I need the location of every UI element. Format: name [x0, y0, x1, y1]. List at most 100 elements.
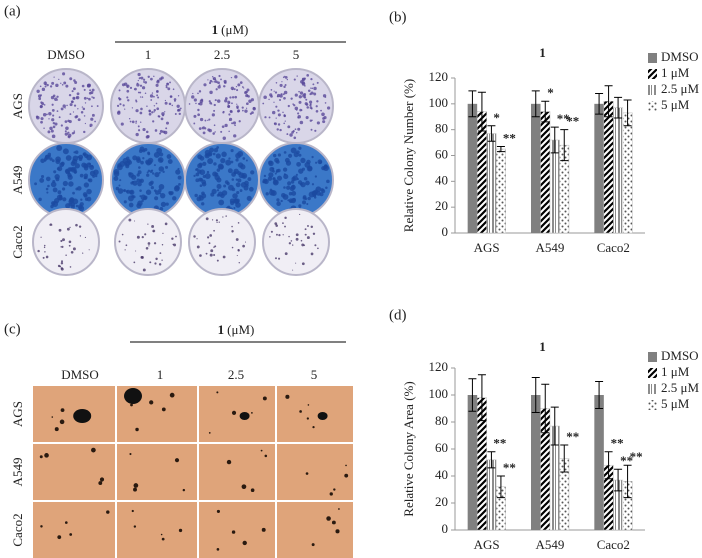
legend-swatch: [648, 368, 657, 378]
dish-image: [32, 208, 100, 276]
error-bar: [477, 374, 486, 422]
legend-label: 2.5 μM: [661, 81, 699, 96]
row-label: AGS: [10, 401, 25, 427]
y-tick-label: 80: [435, 121, 448, 136]
bar: [594, 395, 604, 530]
bar: [467, 103, 478, 233]
y-tick-label: 120: [429, 359, 449, 374]
bar: [613, 107, 624, 234]
legend-label: 2.5 μM: [661, 380, 699, 395]
error-bar: [487, 451, 496, 469]
well-image: [117, 502, 197, 558]
y-tick-label: 40: [435, 172, 448, 187]
dish-image: [114, 208, 182, 276]
well-image: [117, 444, 197, 500]
error-bar: [614, 468, 623, 492]
significance-label: *: [547, 85, 554, 100]
column-label: 1: [157, 367, 164, 382]
x-tick-label: Caco2: [597, 240, 630, 255]
dose-header: 1 (μM): [212, 22, 249, 37]
legend-swatch: [648, 53, 657, 63]
x-tick-label: A549: [536, 537, 565, 552]
error-bar: [541, 383, 550, 434]
error-bar: [595, 381, 604, 409]
error-bar: [550, 126, 559, 154]
significance-label: **: [493, 436, 506, 451]
y-tick-label: 120: [429, 69, 449, 84]
error-bar: [560, 444, 569, 473]
bar: [531, 395, 541, 530]
error-bar: [541, 100, 550, 123]
legend-label: 1 μM: [661, 65, 690, 80]
row-label: AGS: [10, 93, 25, 119]
panel-label: (a): [4, 3, 21, 19]
well-image: [277, 386, 353, 442]
bar: [495, 148, 506, 234]
legend-swatch: [648, 400, 657, 410]
bar: [531, 103, 541, 233]
y-tick-label: 100: [429, 95, 449, 110]
bar: [467, 395, 478, 530]
legend-swatch: [648, 384, 657, 394]
well-image: [277, 444, 353, 500]
error-bar: [477, 91, 486, 132]
significance-label: **: [566, 429, 579, 444]
row-label: Caco2: [10, 513, 25, 546]
significance-label: *: [493, 110, 500, 125]
bar: [486, 133, 497, 234]
significance-label: **: [566, 114, 579, 129]
x-tick-label: AGS: [474, 537, 500, 552]
bar: [549, 139, 560, 234]
well-image: [277, 502, 353, 558]
x-tick-label: A549: [536, 240, 565, 255]
row-label: A549: [10, 166, 25, 195]
well-image: [199, 386, 275, 442]
row-label: Caco2: [10, 225, 25, 258]
error-bar: [595, 93, 604, 115]
error-bar: [623, 464, 632, 499]
y-tick-label: 20: [435, 494, 448, 509]
legend-swatch: [648, 352, 657, 362]
dose-header: 1 (μM): [218, 322, 255, 337]
error-bar: [496, 145, 505, 153]
legend-swatch: [648, 85, 657, 95]
significance-label: **: [611, 436, 624, 451]
dish-image: [258, 68, 334, 144]
panel-label: (b): [389, 9, 407, 25]
legend-swatch: [648, 101, 657, 111]
error-bar: [614, 96, 623, 119]
y-tick-label: 60: [435, 440, 448, 455]
error-bar: [604, 451, 613, 480]
error-bar: [531, 90, 540, 118]
error-bar: [623, 99, 632, 127]
column-label: 2.5: [214, 47, 230, 62]
unit-label: (μM): [221, 22, 248, 37]
column-label: 5: [311, 367, 318, 382]
y-axis-label: Relative Colony Area (%): [401, 381, 416, 516]
well-image: [33, 502, 115, 558]
bar: [594, 103, 604, 233]
error-bar: [487, 125, 496, 142]
legend-label: DMSO: [661, 49, 699, 64]
error-bar: [550, 406, 559, 446]
bar: [622, 112, 633, 234]
significance-label: **: [620, 453, 633, 468]
compound-label: 1: [218, 322, 225, 337]
well-image: [33, 444, 115, 500]
panel-label: (d): [389, 307, 407, 323]
y-axis-label: Relative Colony Number (%): [401, 79, 416, 232]
chart-title: 1: [539, 45, 546, 60]
legend-swatch: [648, 69, 657, 79]
dish-image: [262, 208, 330, 276]
column-label: 1: [145, 47, 152, 62]
y-tick-label: 100: [429, 386, 449, 401]
dish-image: [188, 208, 256, 276]
error-bar: [560, 129, 569, 162]
bar: [603, 101, 614, 234]
bar: [486, 459, 497, 531]
error-bar: [496, 475, 505, 499]
y-tick-label: 20: [435, 198, 448, 213]
significance-label: **: [503, 460, 516, 475]
column-label: 5: [293, 47, 300, 62]
